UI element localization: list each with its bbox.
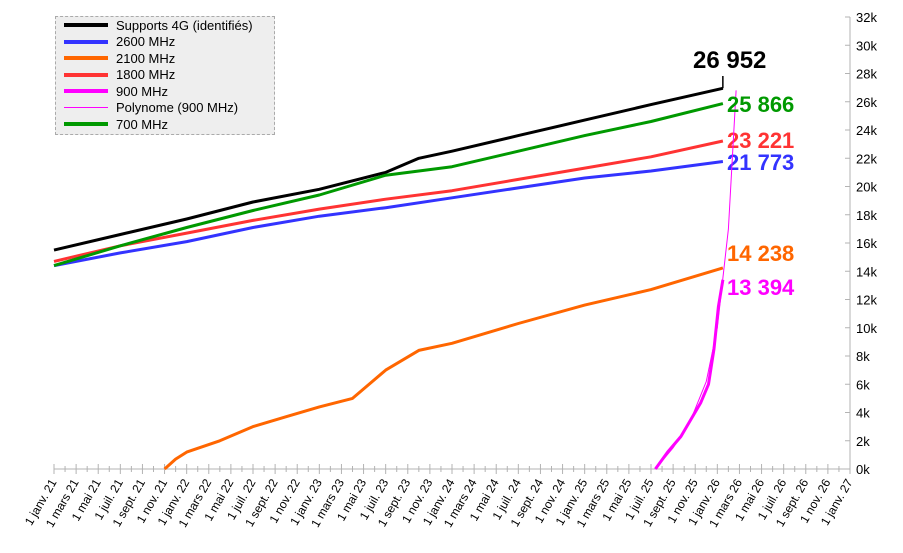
y-tick-label: 18k xyxy=(856,208,877,223)
legend-swatch xyxy=(64,23,108,28)
y-tick-label: 0k xyxy=(856,462,870,477)
legend: Supports 4G (identifiés) 2600 MHz 2100 MHz… xyxy=(55,16,275,135)
legend-item: 900 MHz xyxy=(56,83,274,100)
y-tick-label: 32k xyxy=(856,10,877,25)
y-tick-label: 14k xyxy=(856,264,877,279)
legend-item: 700 MHz xyxy=(56,116,274,133)
legend-swatch xyxy=(64,107,108,109)
series-line-700-mhz xyxy=(53,102,724,268)
legend-label: 900 MHz xyxy=(116,83,169,99)
legend-swatch xyxy=(64,72,108,77)
legend-swatch xyxy=(64,89,108,94)
legend-label: Polynome (900 MHz) xyxy=(116,100,239,116)
y-tick-label: 10k xyxy=(856,321,877,336)
y-tick-label: 16k xyxy=(856,236,877,251)
y-tick-label: 26k xyxy=(856,95,877,110)
legend-label: Supports 4G (identifiés) xyxy=(116,17,253,33)
y-tick-label: 8k xyxy=(856,349,870,364)
legend-swatch xyxy=(64,39,108,44)
series-line-2600-mhz xyxy=(53,160,724,268)
end-label: 25 866 xyxy=(727,92,794,117)
end-label: 14 238 xyxy=(727,241,794,266)
y-tick-label: 28k xyxy=(856,67,877,82)
y-tick-label: 4k xyxy=(856,406,870,421)
y-tick-label: 20k xyxy=(856,180,877,195)
legend-label: 1800 MHz xyxy=(116,67,176,83)
legend-item: Supports 4G (identifiés) xyxy=(56,17,274,34)
end-label: 26 952 xyxy=(693,47,766,74)
series-line-900-mhz xyxy=(654,279,725,470)
series-line-1800-mhz xyxy=(53,139,724,263)
legend-item: 2600 MHz xyxy=(56,34,274,51)
legend-item: 1800 MHz xyxy=(56,67,274,84)
y-tick-label: 12k xyxy=(856,293,877,308)
y-tick-label: 30k xyxy=(856,38,877,53)
legend-swatch xyxy=(64,56,108,61)
end-label: 23 221 xyxy=(727,128,794,153)
legend-label: 2100 MHz xyxy=(116,50,176,66)
series-line-polynome-900-mhz- xyxy=(655,90,737,470)
end-label: 13 394 xyxy=(727,275,795,300)
legend-label: 2600 MHz xyxy=(116,34,176,50)
end-label: 21 773 xyxy=(727,150,794,175)
y-tick-label: 22k xyxy=(856,151,877,166)
legend-swatch xyxy=(64,122,108,127)
series-line-supports-4g-identifi-s- xyxy=(53,86,724,252)
y-tick-label: 2k xyxy=(856,434,870,449)
legend-item: 2100 MHz xyxy=(56,50,274,67)
y-tick-label: 24k xyxy=(856,123,877,138)
y-tick-label: 6k xyxy=(856,377,870,392)
series-line-2100-mhz xyxy=(163,266,724,471)
legend-label: 700 MHz xyxy=(116,116,169,132)
legend-item: Polynome (900 MHz) xyxy=(56,100,274,117)
